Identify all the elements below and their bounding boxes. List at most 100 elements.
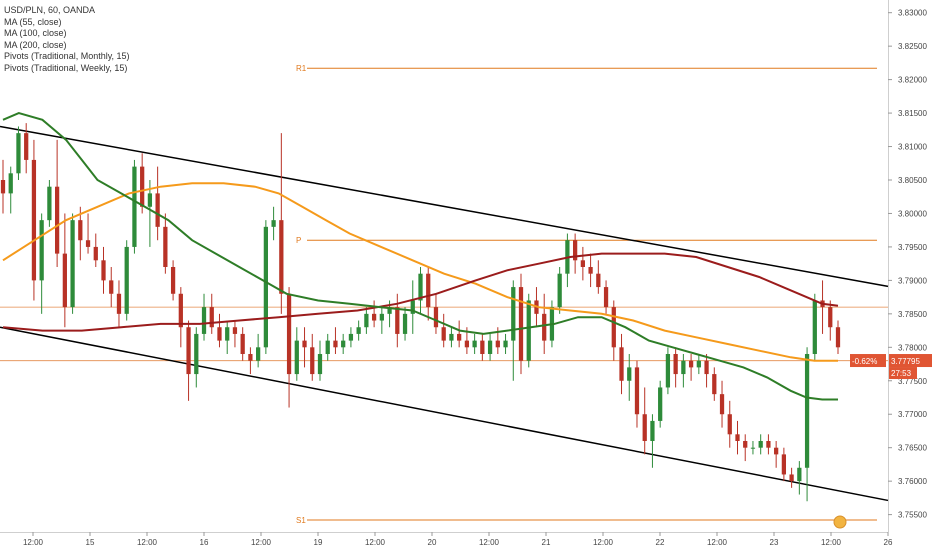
candle-body: [480, 340, 485, 354]
candle-body: [364, 313, 369, 328]
candle-body: [93, 246, 98, 261]
candle-body: [109, 280, 114, 294]
candle-body: [681, 360, 686, 375]
legend-pivots-monthly: Pivots (Traditional, Monthly, 15): [4, 51, 130, 61]
candle-body: [155, 193, 160, 227]
candle-body: [650, 420, 655, 441]
y-tick-label: 3.82500: [898, 42, 927, 51]
candle-body: [163, 226, 168, 267]
candle-body: [217, 327, 222, 341]
candle-body: [24, 133, 29, 160]
candle-body: [16, 133, 21, 174]
change-label: -0.62%: [852, 357, 877, 366]
candle-body: [673, 354, 678, 375]
candle-body: [170, 267, 176, 294]
legend-ma200: MA (200, close): [4, 39, 67, 50]
y-tick-label: 3.79500: [898, 243, 927, 252]
candle-body: [804, 354, 810, 468]
candle-body: [271, 220, 276, 227]
candle-body: [457, 333, 462, 341]
x-tick-label: 15: [86, 538, 95, 547]
candle-body: [325, 340, 330, 354]
candle-body: [379, 313, 384, 321]
y-tick-label: 3.76500: [898, 444, 927, 453]
candle-body: [433, 307, 439, 328]
change-badge: [850, 354, 886, 368]
y-tick-label: 3.78000: [898, 343, 927, 352]
candle-body: [225, 327, 230, 341]
candle-body: [658, 387, 663, 421]
candle-body: [147, 193, 153, 207]
candle-body: [209, 307, 214, 328]
x-tick-label: 19: [314, 538, 323, 547]
candle-body: [727, 414, 732, 435]
y-tick-label: 3.75500: [898, 511, 927, 520]
candle-body: [688, 360, 694, 368]
candle-body: [62, 253, 67, 308]
candle-body: [441, 327, 446, 341]
x-tick-label: 12:00: [707, 538, 728, 547]
candle-body: [317, 354, 323, 375]
candle-body: [743, 441, 748, 448]
candle-body: [402, 313, 408, 334]
y-tick-label: 3.83000: [898, 9, 927, 18]
candle-body: [294, 340, 299, 375]
candle-body: [0, 180, 6, 194]
candle-body: [124, 246, 129, 314]
candle-body: [348, 333, 354, 341]
candle-body: [511, 287, 516, 341]
candle-body: [232, 327, 238, 334]
y-tick-label: 3.81000: [898, 143, 927, 152]
candle-body: [472, 340, 477, 348]
x-tick-label: 20: [428, 538, 437, 547]
y-tick-label: 3.78500: [898, 310, 927, 319]
candle-body: [464, 340, 470, 348]
candle-body: [279, 220, 284, 294]
x-tick-label: 12:00: [137, 538, 158, 547]
candle-body: [542, 313, 547, 341]
candle-body: [286, 293, 292, 375]
countdown-badge: [889, 367, 917, 380]
y-tick-label: 3.77000: [898, 410, 927, 419]
candle-body: [333, 340, 338, 348]
candle-body: [387, 307, 392, 314]
candle-body: [70, 220, 75, 308]
candle-body: [603, 287, 609, 308]
candle-body: [101, 260, 106, 281]
candle-body: [310, 347, 315, 375]
current-price-badge: [889, 354, 932, 368]
candle-body: [116, 293, 122, 314]
candle-body: [719, 394, 725, 415]
candle-body: [611, 307, 616, 348]
candle-body: [248, 354, 253, 361]
candle-body: [85, 240, 91, 247]
candle-body: [712, 374, 717, 395]
y-tick-label: 3.79000: [898, 276, 927, 285]
candle-body: [54, 186, 60, 254]
x-tick-label: 22: [656, 538, 665, 547]
candle-body: [642, 414, 647, 441]
candle-body: [47, 186, 52, 221]
candle-body: [580, 260, 585, 267]
channel-upper-line: [0, 125, 889, 288]
candle-body: [31, 159, 37, 281]
candle-body: [256, 347, 261, 361]
ma200-line: [2, 252, 839, 332]
candle-body: [140, 166, 145, 207]
x-tick-label: 12:00: [821, 538, 842, 547]
event-flag-icon[interactable]: [833, 515, 847, 529]
candle-body: [8, 173, 13, 194]
candle-body: [696, 360, 701, 368]
y-tick-label: 3.82000: [898, 76, 927, 85]
x-tick-label: 26: [884, 538, 893, 547]
candle-body: [194, 333, 199, 375]
candle-body: [835, 327, 841, 348]
candle-body: [735, 434, 740, 441]
legend-ma100: MA (100, close): [4, 28, 67, 38]
candle-body: [302, 340, 307, 348]
candle-body: [781, 454, 787, 475]
candle-body: [39, 220, 44, 281]
legend-title: USD/PLN, 60, OANDA: [4, 5, 96, 15]
y-tick-label: 3.80500: [898, 176, 927, 185]
